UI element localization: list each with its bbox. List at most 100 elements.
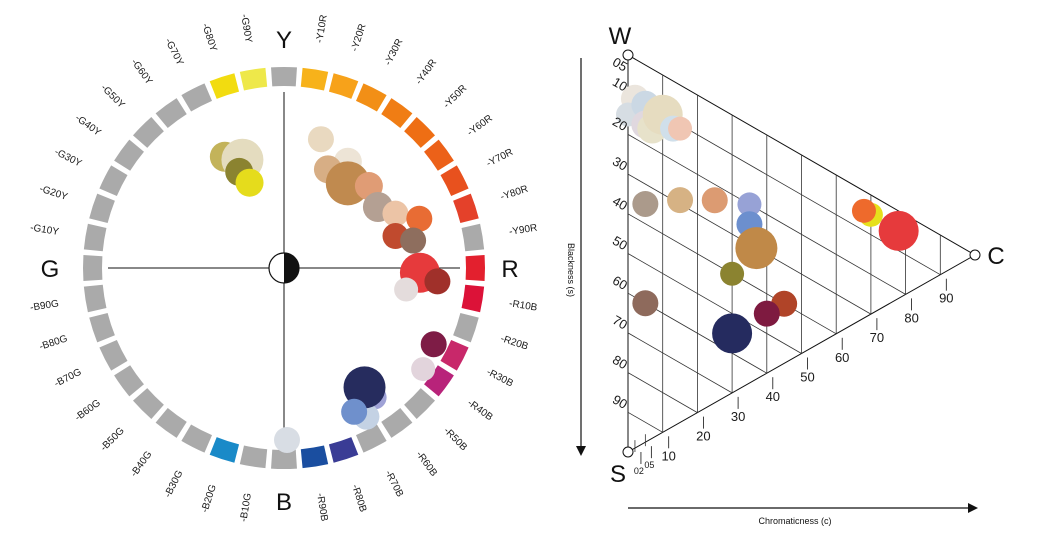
hue-tick-label: -G50Y (98, 83, 126, 111)
hue-segment (209, 437, 240, 463)
chromaticness-tick-label: 80 (904, 310, 918, 325)
hue-tick-label: -B90G (29, 298, 59, 313)
hue-tick-label: -G20Y (38, 184, 69, 203)
hue-segment (89, 312, 115, 343)
hue-segment (209, 73, 240, 99)
hue-sample-dot (406, 205, 433, 232)
hue-segment (155, 98, 187, 128)
triangle-sample-dot (632, 190, 659, 217)
hue-tick-label: -Y70R (485, 147, 515, 170)
corner-s-marker (622, 446, 634, 458)
hue-tick-label: -G30Y (53, 147, 84, 170)
hue-segment (99, 339, 128, 371)
blackness-grid-line (627, 372, 698, 413)
hue-label-r: R (501, 256, 518, 283)
hue-segment (271, 449, 297, 469)
blackness-grid-line (627, 411, 663, 433)
blackness-tick-label: 30 (610, 153, 630, 173)
hue-segment (465, 255, 485, 281)
blackness-axis-title: Blackness (s) (566, 243, 576, 297)
hue-sample-dot (274, 426, 301, 453)
hue-segment (132, 116, 164, 148)
hue-segment (82, 255, 103, 281)
blackness-arrowhead (576, 446, 586, 456)
chromaticness-tick-label: 60 (835, 350, 849, 365)
hue-tick-label: -Y10R (314, 14, 329, 44)
hue-segment (239, 67, 268, 91)
hue-circle-samples (209, 126, 451, 453)
hue-segment (271, 67, 297, 87)
hue-segment (424, 365, 454, 397)
hue-ring (82, 67, 485, 469)
blackness-tick-label: 20 (610, 114, 630, 134)
hue-tick-label: -G80Y (199, 22, 218, 53)
hue-sample-dot (420, 331, 447, 358)
triangle-sample-dot (878, 210, 919, 251)
blackness-grid-line (627, 332, 733, 394)
hue-tick-label: -Y30R (383, 37, 406, 67)
hue-tick-label: -R40B (465, 398, 495, 424)
hue-tick-label: -Y90R (508, 223, 538, 238)
hue-tick-label: -B50G (99, 425, 127, 453)
hue-sample-dot (424, 268, 451, 295)
blackness-tick-label: 10 (610, 74, 630, 94)
hue-sample-dot (394, 277, 419, 302)
blackness-tick-label: 90 (610, 392, 630, 412)
triangle-samples (616, 84, 919, 354)
hue-segment (381, 408, 413, 438)
chromaticness-tick-label: 50 (800, 370, 814, 385)
chromaticness-tick-label: 02 (634, 466, 644, 476)
hue-segment (181, 424, 213, 453)
hue-tick-label: -B30G (163, 469, 186, 500)
triangle-sample-dot (668, 116, 693, 141)
hue-segment (355, 424, 387, 453)
blackness-tick-label: 40 (610, 193, 630, 213)
blackness-tick-label: 60 (610, 273, 630, 293)
chromaticness-axis-title: Chromaticness (c) (758, 516, 831, 526)
chromaticness-tick-label: 70 (870, 330, 884, 345)
hue-tick-label: -Y60R (465, 113, 494, 139)
hue-segment (132, 388, 164, 420)
hue-segment (239, 445, 268, 469)
hue-tick-label: -R30B (485, 367, 516, 390)
hue-sample-dot (382, 200, 409, 227)
hue-tick-label: -B80G (38, 333, 69, 352)
hue-segment (300, 445, 329, 469)
hue-tick-label: -R50B (441, 425, 469, 453)
hue-tick-label: -G70Y (162, 37, 185, 68)
hue-segment (440, 165, 469, 197)
corner-label-s: S (610, 461, 626, 488)
chromaticness-tick-label: 05 (644, 460, 654, 470)
chromaticness-tick-label: 20 (696, 429, 710, 444)
hue-segment (83, 284, 107, 313)
chromaticness-tick-label: 90 (939, 291, 953, 306)
hue-tick-label: -Y40R (414, 57, 440, 86)
hue-tick-label: -Y80R (499, 184, 529, 203)
hue-tick-label: -B40G (129, 449, 155, 479)
hue-tick-label: -G90Y (238, 13, 253, 44)
hue-label-y: Y (276, 27, 292, 54)
triangle-sample-dot (667, 187, 694, 214)
hue-segment (424, 139, 454, 171)
hue-segment (99, 165, 128, 197)
hue-segment (404, 388, 436, 420)
chromaticness-tick-label: 30 (731, 409, 745, 424)
hue-sample-dot (235, 168, 264, 197)
hue-segment (404, 116, 436, 148)
hue-tick-label: -B70G (53, 367, 84, 390)
hue-tick-label: -R80B (349, 483, 368, 514)
hue-tick-label: -R20B (499, 333, 530, 352)
hue-segment (355, 83, 387, 112)
blackness-tick-label: 50 (610, 233, 630, 253)
hue-tick-label: -Y50R (441, 83, 469, 111)
triangle-sample-dot (851, 198, 876, 223)
hue-tick-label: -R60B (413, 449, 439, 479)
triangle-sample-dot (753, 300, 780, 327)
hue-segment (155, 408, 187, 438)
hue-segment (83, 223, 107, 252)
hue-sample-dot (341, 398, 368, 425)
hue-segment (181, 83, 213, 112)
triangle-sample-dot (701, 187, 728, 214)
hue-tick-label: -R90B (314, 492, 329, 522)
hue-sample-dot (343, 366, 386, 409)
